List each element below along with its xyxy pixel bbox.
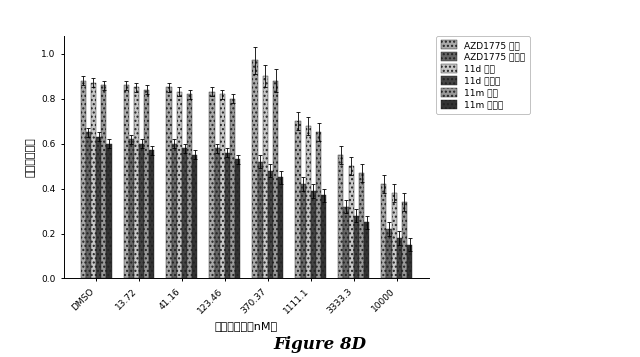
Bar [301, 184, 306, 278]
Bar [177, 92, 182, 278]
Bar [311, 191, 316, 278]
Bar [381, 184, 387, 278]
Bar [214, 148, 220, 278]
Bar [187, 94, 192, 278]
Bar [225, 152, 230, 278]
Bar [129, 139, 134, 278]
Bar [344, 207, 349, 278]
Bar [236, 159, 241, 278]
Bar [91, 83, 96, 278]
Bar [273, 81, 278, 278]
Bar [364, 222, 369, 278]
Bar [392, 193, 397, 278]
Bar [106, 144, 111, 278]
Bar [349, 166, 354, 278]
Bar [354, 216, 359, 278]
Bar [149, 150, 154, 278]
Bar [296, 121, 301, 278]
Y-axis label: 正規化細胞数: 正規化細胞数 [26, 137, 36, 177]
Bar [172, 144, 177, 278]
Bar [134, 87, 139, 278]
Bar [144, 90, 149, 278]
Bar [402, 202, 407, 278]
Bar [101, 85, 106, 278]
Bar [96, 137, 101, 278]
Bar [316, 132, 321, 278]
Legend: AZD1775 生存, AZD1775 非生存, 11d 生存, 11d 非生存, 11m 生存, 11m 非生存: AZD1775 生存, AZD1775 非生存, 11d 生存, 11d 非生存… [436, 36, 530, 114]
Bar [321, 195, 326, 278]
Bar [182, 148, 187, 278]
Bar [124, 85, 129, 278]
Bar [86, 132, 91, 278]
Text: Figure 8D: Figure 8D [273, 336, 367, 353]
Bar [139, 144, 144, 278]
Bar [263, 76, 268, 278]
Bar [359, 173, 364, 278]
X-axis label: 阻害剤濃度（nM）: 阻害剤濃度（nM） [215, 321, 278, 331]
Bar [257, 162, 263, 278]
Bar [220, 94, 225, 278]
Bar [166, 87, 172, 278]
Bar [407, 245, 412, 278]
Bar [230, 99, 236, 278]
Bar [268, 171, 273, 278]
Bar [387, 229, 392, 278]
Bar [397, 238, 402, 278]
Bar [81, 81, 86, 278]
Bar [252, 60, 257, 278]
Bar [209, 92, 214, 278]
Bar [339, 155, 344, 278]
Bar [306, 126, 311, 278]
Bar [278, 177, 284, 278]
Bar [192, 155, 197, 278]
